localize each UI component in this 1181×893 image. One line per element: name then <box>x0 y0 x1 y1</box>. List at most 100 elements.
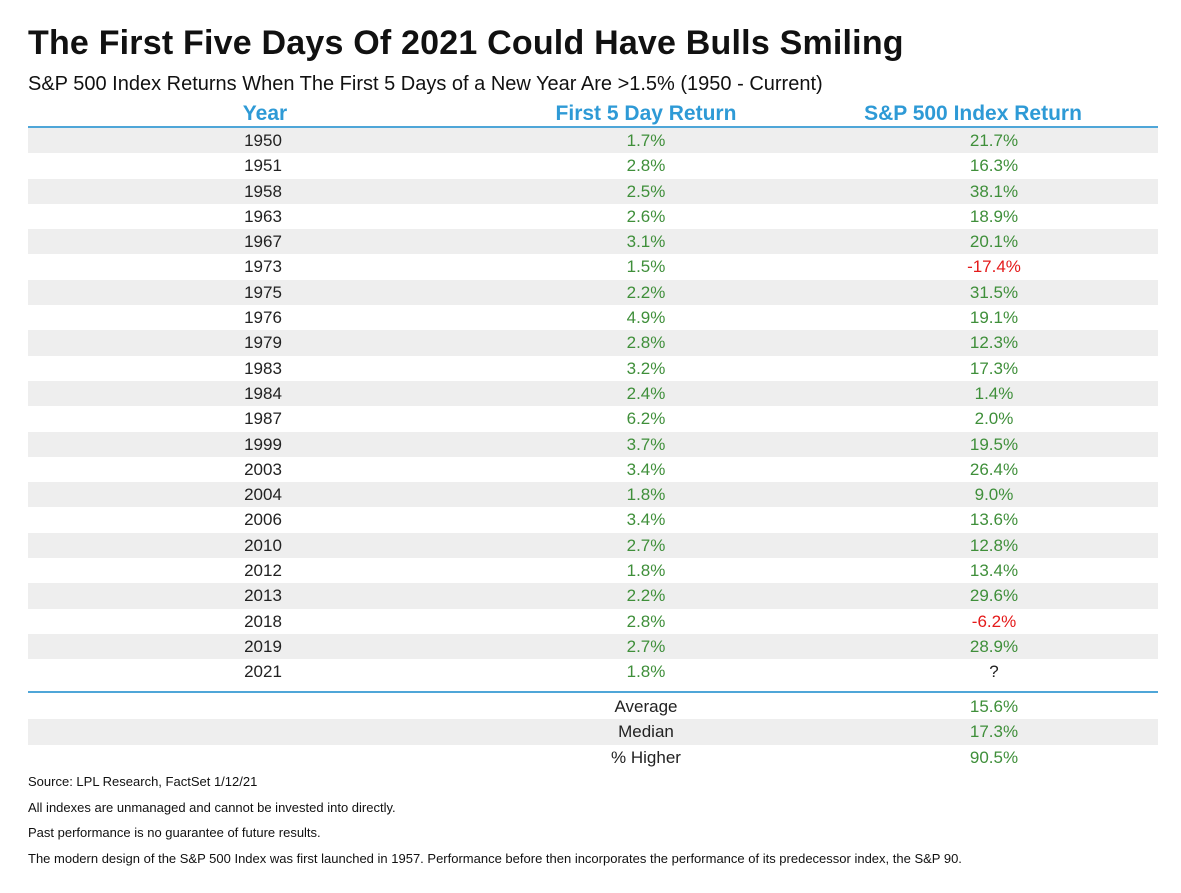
chart-title: The First Five Days Of 2021 Could Have B… <box>28 24 904 62</box>
first-5-day-return-cell: 3.2% <box>626 358 666 378</box>
year-cell: 1983 <box>244 358 282 378</box>
summary-divider <box>28 691 1158 693</box>
sp500-return-cell: 13.6% <box>969 510 1019 530</box>
column-header-year: Year <box>242 102 288 125</box>
first-5-day-return-cell: 2.6% <box>626 206 666 226</box>
year-cell: 2010 <box>244 535 282 555</box>
sp500-return-cell: 2.0% <box>974 409 1014 429</box>
first-5-day-return-cell: 1.8% <box>626 662 666 682</box>
first-5-day-return-cell: 2.8% <box>626 611 666 631</box>
table-row: 1951 2.8% 16.3% <box>28 153 1158 178</box>
source-note: Source: LPL Research, FactSet 1/12/21 <box>28 774 258 789</box>
year-cell: 2021 <box>244 662 282 682</box>
sp500-return-cell: 31.5% <box>969 282 1019 302</box>
summary-row: Average 15.6% <box>28 694 1158 719</box>
year-cell: 2003 <box>244 459 282 479</box>
sp500-return-cell: 19.1% <box>969 308 1019 328</box>
table-row: 1963 2.6% 18.9% <box>28 204 1158 229</box>
summary-row: % Higher 90.5% <box>28 745 1158 770</box>
year-cell: 1987 <box>244 409 282 429</box>
table-row: 1984 2.4% 1.4% <box>28 380 1158 407</box>
summary-label: Average <box>614 697 678 716</box>
index-history-note: The modern design of the S&P 500 Index w… <box>28 850 962 866</box>
sp500-return-cell: 1.4% <box>974 383 1014 403</box>
table-row: 1976 4.9% 19.1% <box>28 305 1158 330</box>
table-row: 2019 2.7% 28.9% <box>28 633 1158 660</box>
year-cell: 1967 <box>244 232 282 252</box>
summary-value: 17.3% <box>969 722 1019 742</box>
first-5-day-return-cell: 3.4% <box>626 510 666 530</box>
first-5-day-return-cell: 1.8% <box>626 485 666 505</box>
year-cell: 2006 <box>244 510 282 530</box>
year-cell: 1973 <box>244 257 282 277</box>
sp500-return-cell: 18.9% <box>969 206 1019 226</box>
table-row: 1958 2.5% 38.1% <box>28 178 1158 204</box>
summary-value: 90.5% <box>969 747 1019 767</box>
sp500-return-cell: 20.1% <box>969 232 1019 252</box>
year-cell: 2018 <box>244 611 282 631</box>
sp500-return-cell: -17.4% <box>967 257 1021 277</box>
sp500-return-cell: 19.5% <box>969 434 1019 454</box>
first-5-day-return-cell: 1.8% <box>626 561 666 581</box>
table-row: 1950 1.7% 21.7% <box>28 128 1158 154</box>
first-5-day-return-cell: 2.5% <box>626 181 666 201</box>
first-5-day-return-cell: 6.2% <box>626 409 666 429</box>
table-row: 2003 3.4% 26.4% <box>28 457 1158 482</box>
year-cell: 1958 <box>244 181 282 201</box>
table-row: 1983 3.2% 17.3% <box>28 356 1158 381</box>
table-row: 2021 1.8%? <box>28 659 1158 684</box>
table-row: 2018 2.8% -6.2% <box>28 609 1158 634</box>
table-row: 2004 1.8% 9.0% <box>28 482 1158 508</box>
first-5-day-return-cell: 2.8% <box>626 156 666 176</box>
year-cell: 1999 <box>244 434 282 454</box>
year-cell: 2004 <box>244 485 282 505</box>
sp500-return-cell: 21.7% <box>969 131 1019 150</box>
first-5-day-return-cell: 1.5% <box>626 257 666 277</box>
column-header-first-5-day-return: First 5 Day Return <box>555 102 737 125</box>
year-cell: 1951 <box>244 156 282 176</box>
table-row: 1999 3.7% 19.5% <box>28 431 1158 457</box>
sp500-return-cell: 12.3% <box>969 333 1019 353</box>
year-cell: 2012 <box>244 561 282 581</box>
first-5-day-return-cell: 2.7% <box>626 636 666 656</box>
table-row: 1979 2.8% 12.3% <box>28 330 1158 356</box>
sp500-return-cell: ? <box>989 662 999 682</box>
year-cell: 1975 <box>244 282 282 302</box>
table-row: 2006 3.4% 13.6% <box>28 507 1158 532</box>
summary-row: Median 17.3% <box>28 719 1158 745</box>
first-5-day-return-cell: 3.7% <box>626 434 666 454</box>
sp500-return-cell: 16.3% <box>969 156 1019 176</box>
footnotes: Source: LPL Research, FactSet 1/12/21 Al… <box>28 773 962 875</box>
table-row: 2012 1.8% 13.4% <box>28 558 1158 583</box>
performance-note: Past performance is no guarantee of futu… <box>28 825 321 840</box>
first-5-day-return-cell: 3.1% <box>626 232 666 252</box>
year-cell: 1963 <box>244 206 282 226</box>
year-cell: 1979 <box>244 333 282 353</box>
sp500-return-cell: 28.9% <box>969 636 1019 656</box>
first-5-day-return-cell: 2.7% <box>626 535 666 555</box>
data-table-body: 1950 1.7% 21.7% 1951 2.8% 16.3% 1958 2.5% 38.1% 1… <box>28 128 1158 685</box>
first-5-day-return-cell: 2.4% <box>626 383 666 403</box>
sp500-return-cell: 13.4% <box>969 561 1019 581</box>
table-row: 2013 2.2% 29.6% <box>28 583 1158 609</box>
table-row: 1973 1.5% -17.4% <box>28 254 1158 279</box>
year-cell: 1950 <box>244 131 282 150</box>
summary-value: 15.6% <box>969 697 1019 716</box>
table-row: 1975 2.2% 31.5% <box>28 279 1158 306</box>
header-divider <box>28 126 1158 128</box>
sp500-return-cell: 12.8% <box>969 535 1019 555</box>
sp500-return-cell: 26.4% <box>969 459 1019 479</box>
table-row: 1967 3.1% 20.1% <box>28 229 1158 255</box>
first-5-day-return-cell: 4.9% <box>626 308 666 328</box>
chart-subtitle: S&P 500 Index Returns When The First 5 D… <box>28 73 823 95</box>
first-5-day-return-cell: 3.4% <box>626 459 666 479</box>
sp500-return-cell: 17.3% <box>969 358 1019 378</box>
year-cell: 1976 <box>244 308 282 328</box>
sp500-return-cell: 9.0% <box>974 485 1014 505</box>
first-5-day-return-cell: 2.2% <box>626 586 666 606</box>
sp500-return-cell: -6.2% <box>971 611 1017 631</box>
summary-label: % Higher <box>611 747 681 767</box>
table-row: 2010 2.7% 12.8% <box>28 532 1158 559</box>
sp500-return-cell: 29.6% <box>969 586 1019 606</box>
first-5-day-return-cell: 2.8% <box>626 333 666 353</box>
